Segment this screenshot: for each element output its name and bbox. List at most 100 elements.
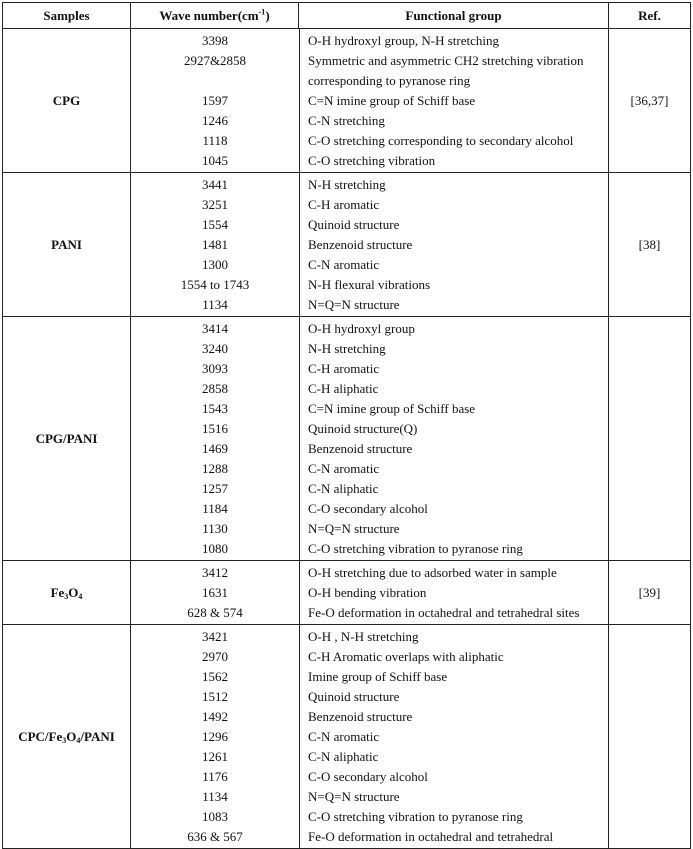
functional-group: N=Q=N structure	[308, 297, 400, 312]
functional-group: N-H stretching	[308, 341, 386, 356]
functional-group: N-H flexural vibrations	[308, 277, 431, 292]
sample-name: PANI	[2, 172, 131, 317]
wave-number: 1184	[202, 501, 228, 516]
wave-number: 1300	[202, 257, 228, 272]
functional-group: Quinoid structure	[308, 689, 400, 704]
band-item: 3414 O-H hydroxyl group	[131, 319, 608, 339]
band-item: 1288 C-N aromatic	[131, 459, 608, 479]
reference	[608, 316, 691, 561]
wave-number: 1543	[202, 401, 228, 416]
band-list: 3414 O-H hydroxyl group 3240 N-H stretching…	[130, 316, 609, 562]
table-row: PANI 3441 N-H stretching 3251 C-H aromatic 15…	[2, 172, 691, 318]
wave-number: 3093	[202, 361, 228, 376]
band-item: 1597 C=N imine group of Schiff base	[131, 91, 608, 111]
functional-group: Fe-O deformation in octahedral and tetra…	[308, 829, 554, 844]
band-item: 2970 C-H Aromatic overlaps with aliphatic	[131, 647, 608, 667]
band-item: 1554 to 1743 N-H flexural vibrations	[131, 275, 608, 295]
wave-number: 3240	[202, 341, 228, 356]
band-item: 1261 C-N aliphatic	[131, 747, 608, 767]
functional-group: O-H stretching due to adsorbed water in …	[308, 565, 557, 580]
band-item: 636 & 567 Fe-O deformation in octahedral …	[131, 827, 608, 847]
band-item: 2927&2858 Symmetric and asymmetric CH2 st…	[131, 51, 608, 91]
band-item: 3412 O-H stretching due to adsorbed water…	[131, 563, 608, 583]
sample-name: CPG	[2, 28, 131, 173]
table-row: CPG 3398 O-H hydroxyl group, N-H stretchin…	[2, 28, 691, 174]
band-item: 1516 Quinoid structure(Q)	[131, 419, 608, 439]
wave-number: 2927&2858	[183, 53, 247, 68]
band-list: 3398 O-H hydroxyl group, N-H stretching 29…	[130, 28, 609, 174]
wave-number: 1118	[202, 133, 228, 148]
band-item: 1080 C-O stretching vibration to pyranose…	[131, 539, 608, 559]
functional-group: O-H , N-H stretching	[308, 629, 419, 644]
wave-number: 1045	[202, 153, 228, 168]
band-item: 1246 C-N stretching	[131, 111, 608, 131]
band-item: 3421 O-H , N-H stretching	[131, 627, 608, 647]
table-row: CPG/PANI 3414 O-H hydroxyl group 3240 N-H st…	[2, 316, 691, 562]
wave-number: 1554	[202, 217, 228, 232]
reference	[608, 624, 691, 849]
band-item: 1469 Benzenoid structure	[131, 439, 608, 459]
wave-number: 3441	[202, 177, 228, 192]
functional-group: C-N stretching	[308, 113, 385, 128]
band-item: 1300 C-N aromatic	[131, 255, 608, 275]
functional-group: Imine group of Schiff base	[308, 669, 448, 684]
band-item: 1554 Quinoid structure	[131, 215, 608, 235]
sample-name: Fe3O4	[2, 560, 131, 625]
band-item: 3251 C-H aromatic	[131, 195, 608, 215]
band-item: 1543 C=N imine group of Schiff base	[131, 399, 608, 419]
functional-group: N=Q=N structure	[308, 521, 400, 536]
functional-group: C-O secondary alcohol	[308, 501, 428, 516]
functional-group: O-H hydroxyl group	[308, 321, 415, 336]
wave-number: 1512	[202, 689, 228, 704]
wave-number: 1080	[202, 541, 228, 556]
wave-number: 3251	[202, 197, 228, 212]
wave-number: 1134	[202, 297, 228, 312]
band-item: 1083 C-O stretching vibration to pyranose…	[131, 807, 608, 827]
functional-group: N=Q=N structure	[308, 789, 400, 804]
band-item: 1134 N=Q=N structure	[131, 787, 608, 807]
wave-number: 1261	[202, 749, 228, 764]
band-item: 2858 C-H aliphatic	[131, 379, 608, 399]
functional-group: Benzenoid structure	[308, 441, 413, 456]
wave-number: 3398	[202, 33, 228, 48]
functional-group: C-O stretching corresponding to secondar…	[308, 133, 574, 148]
band-item: 628 & 574 Fe-O deformation in octahedral …	[131, 603, 608, 623]
functional-group: N-H stretching	[308, 177, 386, 192]
wave-number: 1288	[202, 461, 228, 476]
functional-group: C-N aromatic	[308, 729, 380, 744]
functional-group: C-H aromatic	[308, 197, 380, 212]
functional-group: C-O stretching vibration to pyranose rin…	[308, 541, 523, 556]
band-item: 1118 C-O stretching corresponding to seco…	[131, 131, 608, 151]
wave-number: 1469	[202, 441, 228, 456]
wave-number: 1597	[202, 93, 228, 108]
functional-group: Benzenoid structure	[308, 709, 413, 724]
wave-number: 636 & 567	[187, 829, 243, 844]
wave-number: 2970	[202, 649, 228, 664]
wave-number: 1562	[202, 669, 228, 684]
functional-group: C=N imine group of Schiff base	[308, 401, 476, 416]
functional-group: Quinoid structure	[308, 217, 400, 232]
reference: [36,37]	[608, 28, 691, 173]
functional-group: C-H Aromatic overlaps with aliphatic	[308, 649, 504, 664]
header-ref: Ref.	[608, 2, 691, 29]
functional-group: C-O stretching vibration to pyranose rin…	[308, 809, 523, 824]
band-item: 1130 N=Q=N structure	[131, 519, 608, 539]
band-item: 1492 Benzenoid structure	[131, 707, 608, 727]
wave-number: 1631	[202, 585, 228, 600]
band-item: 1631 O-H bending vibration	[131, 583, 608, 603]
band-item: 1184 C-O secondary alcohol	[131, 499, 608, 519]
band-item: 1134 N=Q=N structure	[131, 295, 608, 315]
band-item: 3240 N-H stretching	[131, 339, 608, 359]
band-item: 3441 N-H stretching	[131, 175, 608, 195]
functional-group: C-H aliphatic	[308, 381, 379, 396]
band-list: 3412 O-H stretching due to adsorbed water…	[130, 560, 609, 626]
wave-number: 1481	[202, 237, 228, 252]
band-item: 3398 O-H hydroxyl group, N-H stretching	[131, 31, 608, 51]
functional-group: C=N imine group of Schiff base	[308, 93, 476, 108]
band-item: 1296 C-N aromatic	[131, 727, 608, 747]
band-item: 1045 C-O stretching vibration	[131, 151, 608, 171]
band-item: 1481 Benzenoid structure	[131, 235, 608, 255]
header-samples: Samples	[2, 2, 131, 29]
wave-number: 1176	[202, 769, 228, 784]
